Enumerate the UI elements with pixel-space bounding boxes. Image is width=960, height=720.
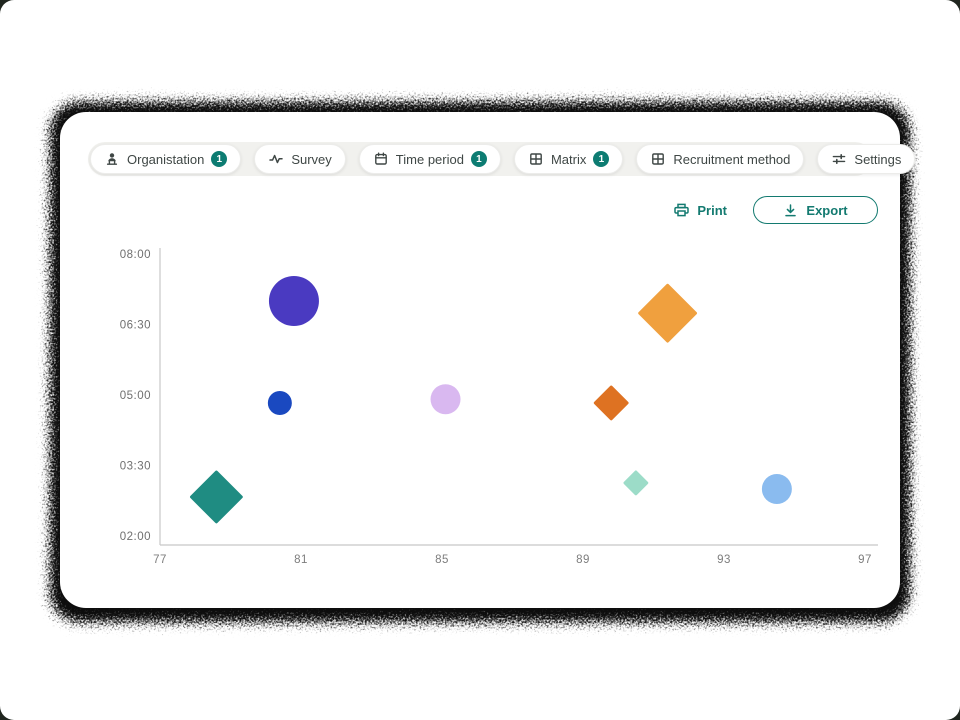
export-button[interactable]: Export	[753, 196, 878, 224]
filter-label: Settings	[854, 151, 902, 167]
filter-matrix[interactable]: Matrix 1	[513, 144, 624, 174]
scatter-chart: 08:00 06:30 05:00 03:30 02:00 77 81 85 89 93 97	[100, 240, 900, 580]
filter-toolbar: Organistation 1 Survey Time period 1	[88, 142, 916, 176]
activity-icon	[269, 154, 284, 164]
grid-icon	[530, 153, 542, 165]
export-label: Export	[806, 202, 848, 218]
filter-time-period[interactable]: Time period 1	[358, 144, 501, 174]
y-tick-label: 08:00	[120, 249, 151, 261]
filter-organisation[interactable]: Organistation 1	[90, 144, 242, 174]
x-tick-label: 77	[153, 554, 167, 566]
filter-label: Matrix	[550, 151, 587, 167]
filter-label: Survey	[291, 151, 332, 167]
calendar-icon	[374, 152, 387, 165]
data-point[interactable]	[623, 470, 649, 496]
y-tick-label: 05:00	[120, 390, 151, 402]
data-point[interactable]	[268, 276, 319, 326]
filter-badge: 1	[470, 151, 487, 167]
x-tick-label: 97	[858, 554, 872, 566]
filter-survey[interactable]: Survey	[254, 144, 346, 174]
data-point[interactable]	[430, 384, 461, 415]
grid-icon	[652, 153, 665, 165]
data-point[interactable]	[267, 390, 292, 415]
filter-settings[interactable]: Settings	[817, 144, 916, 174]
filter-badge: 1	[593, 151, 610, 167]
printer-icon	[674, 203, 690, 217]
download-icon	[785, 203, 797, 216]
y-tick-label: 02:00	[120, 531, 151, 543]
sliders-icon	[833, 154, 846, 164]
filter-badge: 1	[211, 151, 228, 167]
filter-label: Recruitment method	[673, 151, 791, 167]
data-point[interactable]	[593, 385, 629, 421]
y-tick-label: 06:30	[120, 320, 151, 332]
x-tick-label: 81	[294, 554, 308, 566]
print-button[interactable]: Print	[673, 202, 727, 218]
x-tick-label: 85	[435, 554, 449, 566]
print-label: Print	[697, 202, 727, 218]
filter-label: Organistation	[127, 151, 205, 167]
data-point[interactable]	[189, 470, 243, 524]
y-tick-label: 03:30	[120, 461, 151, 473]
filter-label: Time period	[395, 151, 464, 167]
chart-actions: Print Export	[673, 196, 878, 224]
dashboard-card: Organistation 1 Survey Time period 1	[60, 112, 916, 608]
x-tick-label: 93	[717, 554, 731, 566]
org-person-icon	[106, 153, 118, 165]
filter-recruitment-method[interactable]: Recruitment method	[636, 144, 805, 174]
data-point[interactable]	[638, 283, 698, 343]
x-tick-label: 89	[576, 554, 590, 566]
data-point[interactable]	[761, 474, 792, 504]
